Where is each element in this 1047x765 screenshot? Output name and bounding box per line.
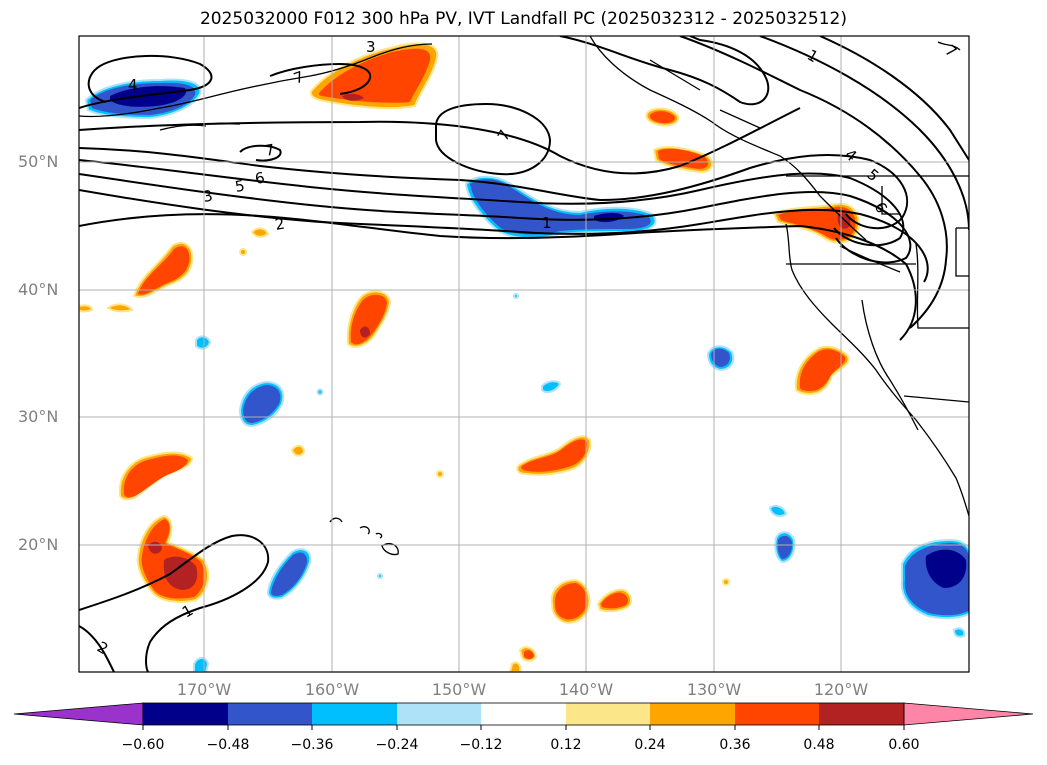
lon-label-170w: 170°W <box>176 680 232 699</box>
contour-label: 3 <box>366 38 376 56</box>
lon-label-160w: 160°W <box>304 680 360 699</box>
colorbar-tick-label: −0.48 <box>206 737 250 753</box>
colorbar-tick-label: 0.24 <box>634 737 666 753</box>
contour-label: 5 <box>234 177 247 196</box>
lat-label-50n: 50°N <box>18 152 59 171</box>
lon-label-150w: 150°W <box>431 680 487 699</box>
contour-label: 7 <box>264 141 277 160</box>
contour-label: 6 <box>254 169 267 188</box>
colorbar-tick-label: −0.12 <box>459 737 503 753</box>
contour-label: 7 <box>494 127 514 144</box>
negative-anomaly-shading <box>84 78 969 672</box>
colorbar-tick-label: 0.48 <box>803 737 835 753</box>
contour-label: 1 <box>804 46 821 66</box>
colorbar-tick-label: −0.60 <box>121 737 165 753</box>
contour-label: 7 <box>291 68 306 88</box>
lon-label-130w: 130°W <box>686 680 742 699</box>
contour-label: 1 <box>542 214 552 232</box>
colorbar-bin <box>566 703 650 725</box>
lat-label-30n: 30°N <box>18 407 59 426</box>
colorbar-bin <box>312 703 397 725</box>
lon-label-120w: 120°W <box>813 680 869 699</box>
lat-label-20n: 20°N <box>18 535 59 554</box>
colorbar-bin <box>650 703 735 725</box>
lat-label-40n: 40°N <box>18 280 59 299</box>
contour-label: 4 <box>128 76 138 94</box>
colorbar-tick-label: 0.12 <box>550 737 582 753</box>
colorbar-bin <box>228 703 312 725</box>
colorbar-frame <box>142 702 905 726</box>
colorbar-bin <box>819 703 904 725</box>
contour-label: 2 <box>274 215 287 234</box>
colorbar <box>13 702 1034 730</box>
map-frame <box>78 35 970 673</box>
map-area: 4 7 3 7 7 6 5 3 2 1 4 5 6 1 2 1 7 <box>79 36 969 672</box>
lon-label-140w: 140°W <box>558 680 614 699</box>
colorbar-tick-label: −0.24 <box>375 737 419 753</box>
colorbar-extend-low <box>13 702 144 726</box>
colorbar-tick-label: 0.36 <box>719 737 751 753</box>
gridlines <box>79 36 969 672</box>
colorbar-bin <box>735 703 819 725</box>
figure-title: 2025032000 F012 300 hPa PV, IVT Landfall… <box>199 9 847 29</box>
colorbar-extend-high <box>903 702 1034 726</box>
colorbar-tick-label: 0.60 <box>888 737 920 753</box>
contour-label: 3 <box>202 187 215 206</box>
colorbar-bin <box>481 703 566 725</box>
colorbar-bin <box>143 703 228 725</box>
coastlines <box>79 36 969 556</box>
colorbar-tick-label: −0.36 <box>290 737 334 753</box>
pv-contours <box>79 36 969 672</box>
contour-label: 5 <box>863 165 882 185</box>
colorbar-bin <box>397 703 481 725</box>
